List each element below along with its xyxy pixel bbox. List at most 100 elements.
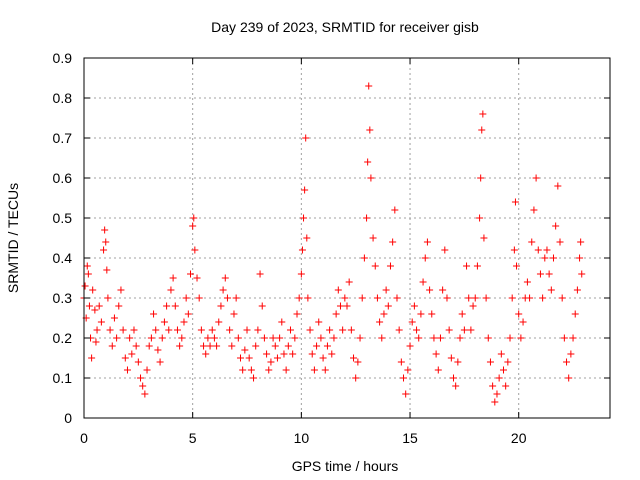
data-point <box>226 326 234 334</box>
y-tick-label: 0.8 <box>53 90 73 106</box>
data-point <box>558 294 566 302</box>
data-point <box>386 262 394 270</box>
data-point <box>465 294 473 302</box>
data-point <box>365 82 373 90</box>
data-point <box>493 390 501 398</box>
data-point <box>92 338 100 346</box>
data-point <box>419 278 427 286</box>
data-point <box>573 286 581 294</box>
data-point <box>530 206 538 214</box>
data-point <box>221 274 229 282</box>
data-point <box>526 294 534 302</box>
y-tick-label: 0.2 <box>53 330 73 346</box>
data-point <box>258 302 266 310</box>
data-point <box>366 126 374 134</box>
data-point <box>345 278 353 286</box>
data-point <box>395 326 403 334</box>
data-marks <box>80 82 586 406</box>
x-tick-label: 15 <box>402 430 418 446</box>
data-point <box>421 254 429 262</box>
data-point <box>206 342 214 350</box>
data-point <box>484 334 492 342</box>
data-point <box>541 254 549 262</box>
data-point <box>528 238 536 246</box>
data-point <box>310 366 318 374</box>
data-point <box>547 286 555 294</box>
data-point <box>417 310 425 318</box>
data-point <box>85 302 93 310</box>
data-point <box>103 266 111 274</box>
data-point <box>254 326 262 334</box>
data-point <box>486 358 494 366</box>
data-point <box>515 310 523 318</box>
data-point <box>369 234 377 242</box>
data-point <box>441 246 449 254</box>
data-point <box>280 350 288 358</box>
data-point <box>402 390 410 398</box>
data-point <box>343 302 351 310</box>
data-point <box>260 334 268 342</box>
data-point <box>245 354 253 362</box>
data-point <box>115 302 123 310</box>
data-point <box>134 358 142 366</box>
data-point <box>315 318 323 326</box>
y-tick-label: 0.7 <box>53 130 73 146</box>
data-point <box>263 350 271 358</box>
data-point <box>511 198 519 206</box>
data-point <box>376 318 384 326</box>
data-point <box>130 326 138 334</box>
data-point <box>150 310 158 318</box>
data-point <box>571 310 579 318</box>
data-point <box>176 342 184 350</box>
data-point <box>158 334 166 342</box>
data-point <box>397 358 405 366</box>
data-point <box>341 294 349 302</box>
data-point <box>406 342 414 350</box>
data-point <box>213 342 221 350</box>
data-point <box>363 214 371 222</box>
data-point <box>576 254 584 262</box>
x-tick-label: 0 <box>80 430 88 446</box>
data-point <box>439 286 447 294</box>
data-point <box>354 358 362 366</box>
data-point <box>295 294 303 302</box>
plot-frame <box>83 57 611 419</box>
data-point <box>202 350 210 358</box>
data-point <box>273 354 281 362</box>
data-point <box>415 334 423 342</box>
data-point <box>81 282 89 290</box>
data-point <box>291 334 299 342</box>
data-point <box>284 342 292 350</box>
data-point <box>423 238 431 246</box>
data-point <box>117 286 125 294</box>
data-point <box>443 294 451 302</box>
data-point <box>308 350 316 358</box>
data-point <box>89 286 97 294</box>
data-point <box>556 238 564 246</box>
data-point <box>523 278 531 286</box>
data-point <box>191 246 199 254</box>
data-point <box>141 390 149 398</box>
data-point <box>165 326 173 334</box>
data-point <box>267 358 275 366</box>
data-point <box>502 382 510 390</box>
data-point <box>104 294 112 302</box>
data-point <box>569 334 577 342</box>
data-point <box>543 246 551 254</box>
y-axis-label: SRMTID / TECUs <box>5 183 21 293</box>
data-point <box>286 326 294 334</box>
data-point <box>313 342 321 350</box>
data-point <box>336 302 344 310</box>
data-point <box>250 374 258 382</box>
data-point <box>436 334 444 342</box>
data-point <box>154 346 162 354</box>
data-point <box>301 186 309 194</box>
data-point <box>234 334 242 342</box>
grid-lines <box>84 58 610 418</box>
data-point <box>463 262 471 270</box>
data-point <box>137 374 145 382</box>
data-point <box>578 270 586 278</box>
data-point <box>169 274 177 282</box>
data-point <box>239 366 247 374</box>
data-point <box>452 382 460 390</box>
